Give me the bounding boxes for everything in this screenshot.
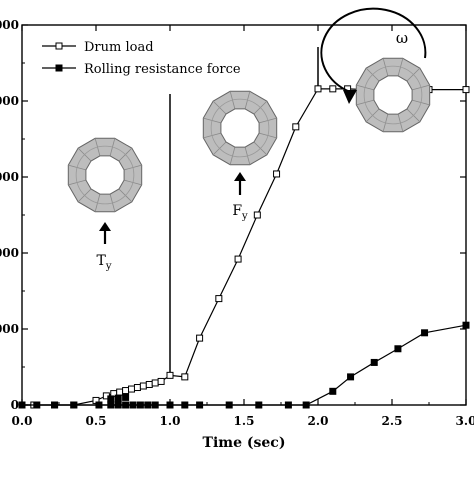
- rolling-resistance-point: [151, 401, 159, 409]
- drum-load-point: [122, 387, 130, 395]
- rolling-resistance-point: [421, 329, 429, 337]
- x-tick-label: 1.0: [160, 414, 181, 428]
- rolling-resistance-line: [22, 324, 467, 406]
- rolling-resistance-point: [122, 393, 130, 401]
- tire-hub-hole: [373, 75, 413, 115]
- rolling-resistance-point: [114, 394, 122, 402]
- x-axis-label: Time (sec): [203, 435, 286, 451]
- drum-load-point: [116, 388, 124, 396]
- rolling-resistance-point: [33, 401, 41, 409]
- rolling-resistance-point: [225, 401, 233, 409]
- tire-illustration-3: [355, 57, 431, 133]
- drum-load-point: [273, 170, 281, 178]
- drum-load-point: [181, 373, 189, 381]
- drum-load-point: [133, 384, 141, 392]
- legend-marker-drum-load: [55, 42, 63, 50]
- x-tick-label: 1.5: [234, 414, 255, 428]
- y-tick-label: 0: [11, 398, 19, 412]
- rolling-resistance-point: [255, 401, 263, 409]
- rotation-arc: [320, 7, 427, 93]
- x-tick-label: 0.5: [86, 414, 107, 428]
- rotation-arrowhead: [343, 90, 357, 104]
- label-fy: Fy: [232, 203, 248, 222]
- rolling-resistance-point: [181, 401, 189, 409]
- drum-load-point: [215, 295, 223, 303]
- legend-label-rolling-resistance: Rolling resistance force: [84, 62, 241, 77]
- rolling-resistance-point: [370, 358, 378, 366]
- drum-load-point: [128, 385, 136, 393]
- tire-hub-hole: [85, 155, 125, 195]
- drum-load-point: [145, 380, 153, 388]
- drum-load-point: [151, 379, 159, 387]
- rolling-resistance-point: [136, 401, 144, 409]
- rolling-resistance-point: [329, 387, 337, 395]
- rolling-resistance-point: [166, 401, 174, 409]
- tire-illustration-2: [202, 90, 278, 166]
- tire-illustration-1: [67, 137, 143, 213]
- drum-load-point: [196, 334, 204, 342]
- drum-load-point: [329, 85, 337, 93]
- tire-mesh-ring: [210, 98, 270, 158]
- drum-load-point: [139, 382, 147, 390]
- rolling-resistance-point: [95, 401, 103, 409]
- drum-load-point: [314, 85, 322, 93]
- rolling-resistance-point: [284, 401, 292, 409]
- legend-marker-rolling-resistance: [55, 64, 63, 72]
- x-tick-label: 2.0: [308, 414, 329, 428]
- rolling-resistance-point: [122, 401, 130, 409]
- arrow-fy-head: [234, 172, 246, 181]
- rolling-resistance-point: [114, 401, 122, 409]
- label-ty: Ty: [97, 253, 112, 272]
- rolling-resistance-point: [129, 401, 137, 409]
- rolling-resistance-point: [18, 401, 26, 409]
- rolling-resistance-point: [196, 401, 204, 409]
- arrow-ty-head: [99, 222, 111, 231]
- tire-hub-hole: [220, 108, 260, 148]
- tire-mesh-ring: [363, 65, 423, 125]
- rolling-resistance-point: [347, 373, 355, 381]
- rolling-resistance-point: [144, 401, 152, 409]
- drum-load-point: [462, 86, 470, 94]
- rolling-resistance-point: [107, 395, 115, 403]
- drum-load-point: [234, 255, 242, 263]
- x-tick-label: 3.0: [456, 414, 474, 428]
- rolling-resistance-point: [107, 401, 115, 409]
- drum-load-point: [157, 377, 165, 385]
- x-tick-label: 0.0: [12, 414, 33, 428]
- legend-label-drum-load: Drum load: [84, 40, 154, 55]
- rolling-resistance-point: [394, 345, 402, 353]
- rolling-resistance-point: [302, 401, 310, 409]
- label-omega: ω: [396, 29, 408, 47]
- rolling-resistance-point: [70, 401, 78, 409]
- drum-load-point: [166, 371, 174, 379]
- drum-load-point: [292, 123, 300, 131]
- x-tick-label: 2.5: [382, 414, 403, 428]
- rolling-resistance-point: [51, 401, 59, 409]
- drum-load-point: [253, 211, 261, 219]
- rolling-resistance-point: [462, 321, 470, 329]
- tire-mesh-ring: [75, 145, 135, 205]
